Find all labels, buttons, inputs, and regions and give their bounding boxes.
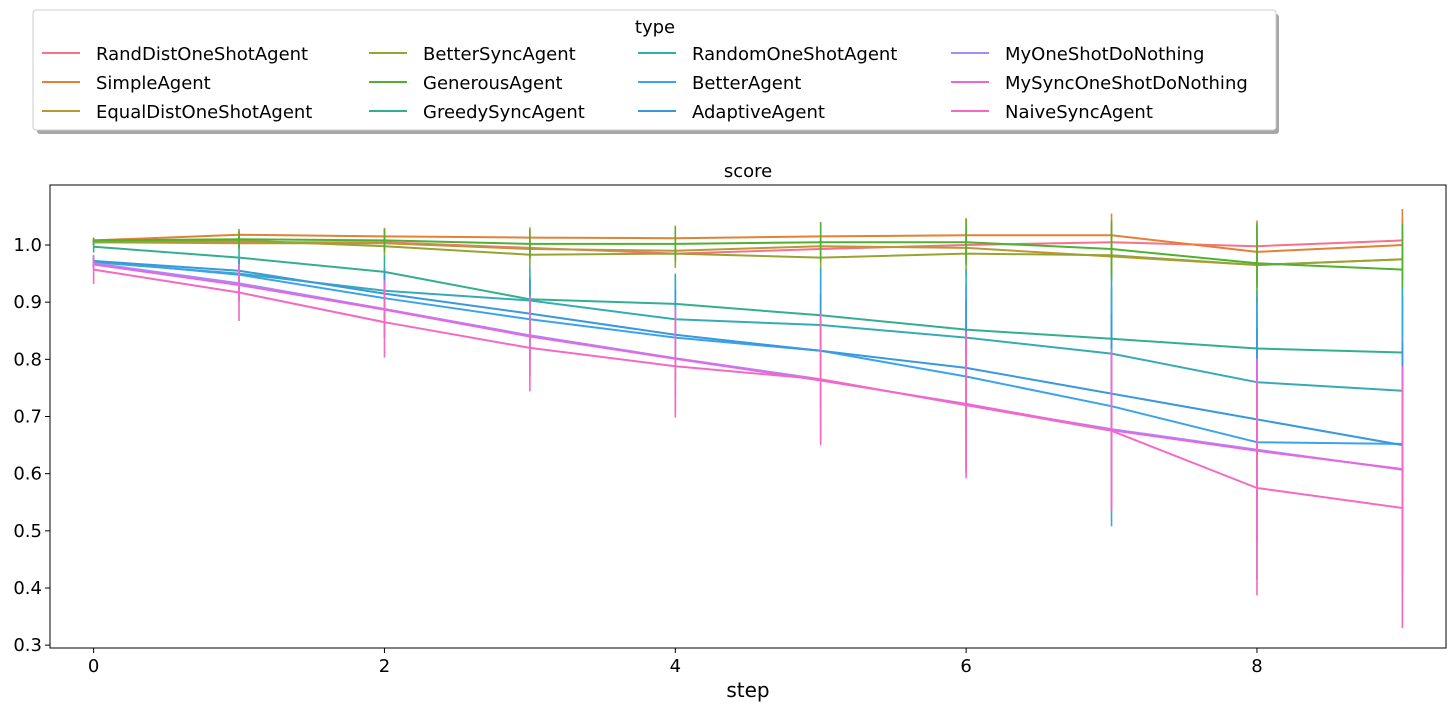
legend-entry: BetterAgent <box>638 73 801 94</box>
legend-entry: MySyncOneShotDoNothing <box>951 73 1248 94</box>
legend-label: RandDistOneShotAgent <box>96 44 308 65</box>
y-tick-label: 0.8 <box>13 349 42 370</box>
plot-area: 0 2 4 6 8 0.3 0.4 0.5 0.6 0.7 0.8 0.9 1.0 <box>13 184 1447 677</box>
legend-label: MyOneShotDoNothing <box>1005 44 1204 65</box>
series-line <box>93 233 1403 253</box>
series-layer <box>92 209 1404 628</box>
legend-label: MySyncOneShotDoNothing <box>1005 73 1248 94</box>
legend-label: BetterSyncAgent <box>423 44 576 65</box>
legend-entries: RandDistOneShotAgent SimpleAgent EqualDist… <box>42 44 1248 123</box>
legend-entry: GreedySyncAgent <box>369 102 585 123</box>
legend-entry: EqualDistOneShotAgent <box>42 102 312 123</box>
series-line <box>93 268 1403 509</box>
series-line <box>93 260 1403 445</box>
chart-title: score <box>724 161 772 182</box>
series-adaptiveagent <box>92 255 1404 548</box>
series-line <box>93 239 1403 266</box>
series-line <box>93 260 1403 447</box>
x-tick-label: 6 <box>960 656 971 677</box>
legend: type RandDistOneShotAgent SimpleAgent Equa… <box>32 9 1279 134</box>
series-line <box>93 245 1403 354</box>
series-betteragent <box>92 255 1404 593</box>
series-simpleagent <box>92 209 1404 284</box>
series-greedysyncagent <box>92 241 1404 410</box>
series-naivesyncagent <box>92 255 1404 628</box>
x-axis: 0 2 4 6 8 <box>88 648 1263 677</box>
series-myoneshotdonothing <box>92 257 1404 573</box>
x-tick-label: 8 <box>1251 656 1262 677</box>
y-tick-label: 0.7 <box>13 407 42 428</box>
x-tick-label: 0 <box>88 656 99 677</box>
legend-label: EqualDistOneShotAgent <box>96 102 312 123</box>
x-axis-label: step <box>726 678 769 702</box>
legend-entry: AdaptiveAgent <box>638 102 825 123</box>
series-line <box>93 263 1403 471</box>
legend-frame <box>32 9 1277 131</box>
y-tick-label: 1.0 <box>13 235 42 256</box>
series-generousagent <box>92 219 1404 316</box>
series-line <box>93 238 1403 271</box>
legend-entry: RandomOneShotAgent <box>638 44 897 65</box>
legend-label: RandomOneShotAgent <box>692 44 897 65</box>
legend-label: AdaptiveAgent <box>692 102 825 123</box>
legend-entry: RandDistOneShotAgent <box>42 44 308 65</box>
series-line <box>93 261 1403 392</box>
legend-label: BetterAgent <box>692 73 801 94</box>
x-tick-label: 2 <box>379 656 390 677</box>
legend-entry: BetterSyncAgent <box>369 44 576 65</box>
legend-label: GenerousAgent <box>423 73 563 94</box>
legend-entry: MyOneShotDoNothing <box>951 44 1204 65</box>
y-tick-label: 0.4 <box>13 578 42 599</box>
y-axis: 0.3 0.4 0.5 0.6 0.7 0.8 0.9 1.0 <box>13 235 50 656</box>
series-mysynconeshotdonothing <box>92 258 1404 572</box>
x-tick-label: 4 <box>670 656 681 677</box>
y-tick-label: 0.3 <box>13 635 42 656</box>
legend-entry: NaiveSyncAgent <box>951 102 1153 123</box>
legend-title: type <box>635 17 675 38</box>
y-tick-label: 0.6 <box>13 464 42 485</box>
legend-entry: SimpleAgent <box>42 73 211 94</box>
legend-label: GreedySyncAgent <box>423 102 585 123</box>
legend-label: SimpleAgent <box>96 73 211 94</box>
legend-label: NaiveSyncAgent <box>1005 102 1153 123</box>
y-tick-label: 0.5 <box>13 521 42 542</box>
y-tick-label: 0.9 <box>13 292 42 313</box>
legend-entry: GenerousAgent <box>369 73 563 94</box>
